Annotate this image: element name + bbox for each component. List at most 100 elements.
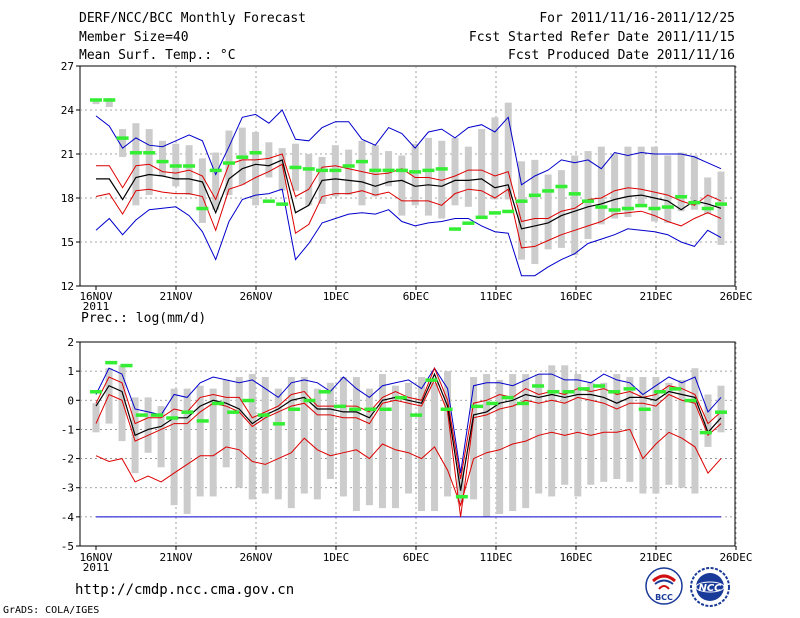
precip-ensemble-box [339, 376, 347, 497]
precip-ytick-label: -5 [61, 540, 74, 553]
temp-ensemble-box [464, 146, 472, 207]
temp-ensemble-box [504, 102, 512, 200]
temp-observed-mark [542, 189, 555, 193]
precip-observed-mark [532, 384, 545, 388]
precip-median-line [95, 372, 722, 491]
temp-observed-mark [701, 206, 714, 211]
temp-ytick-label: 21 [61, 148, 74, 161]
precip-ensemble-box [352, 376, 360, 512]
precip-ensemble-box [274, 388, 282, 500]
precip-observed-mark [516, 401, 529, 406]
precip-ensemble-box [470, 376, 478, 500]
precip-ensemble-box [418, 376, 426, 512]
precip-ensemble-box [665, 382, 673, 485]
precip-ensemble-box [144, 397, 152, 453]
temp-ensemble-box [132, 123, 140, 206]
temp-observed-mark [329, 168, 342, 173]
precip-ensemble-box [691, 368, 699, 494]
precip-xtick-label: 21DEC [639, 551, 672, 564]
temp-ensemble-box [478, 129, 486, 219]
temp-observed-mark [222, 161, 235, 165]
precip-observed-mark [455, 494, 468, 499]
precip-observed-mark [486, 401, 499, 406]
source-url[interactable]: http://cmdp.ncc.cma.gov.cn [75, 582, 295, 598]
temp-ensemble-box [305, 154, 313, 206]
precip-observed-mark [410, 413, 423, 417]
precip-min-line [95, 428, 722, 507]
temp-ensemble-box [557, 170, 565, 248]
precip-ensemble-box [535, 374, 543, 494]
grads-credit: GrADS: COLA/IGES [3, 605, 100, 616]
precip-ensemble-box [209, 388, 217, 497]
precip-xtick-label: 16NOV [79, 551, 112, 564]
precip-plot-frame [79, 341, 736, 547]
temp-ensemble-box [345, 149, 353, 196]
precip-ytick-label: 2 [67, 336, 74, 349]
precip-ensemble-box [457, 467, 465, 503]
temperature-variable-label: Mean Surf. Temp.: °C [79, 48, 236, 63]
temp-ensemble-box [571, 155, 579, 256]
precip-observed-mark [562, 390, 575, 394]
temp-observed-mark [236, 155, 249, 159]
temp-observed-mark [355, 159, 368, 164]
precip-ensemble-box [548, 365, 556, 497]
precip-xtick-label: 6DEC [403, 551, 430, 564]
precip-observed-mark [715, 410, 727, 414]
temp-observed-mark [608, 208, 621, 212]
temp-ytick-label: 12 [61, 280, 74, 293]
precip-observed-mark [227, 410, 240, 414]
precip-ensemble-box [92, 403, 100, 433]
precip-xtick-label: 11DEC [479, 551, 512, 564]
temp-ensemble-box [105, 98, 113, 108]
temp-xtick-label: 21NOV [159, 290, 192, 303]
temp-xtick-label: 16DEC [559, 290, 592, 303]
precip-observed-mark [257, 413, 270, 417]
temp-lower-line [95, 163, 722, 249]
precip-ensemble-box [287, 376, 295, 509]
temp-observed-mark [103, 98, 116, 102]
precip-observed-mark [135, 413, 148, 417]
precip-observed-mark [684, 398, 697, 403]
precip-ytick-label: -3 [61, 482, 74, 495]
temp-ensemble-box [677, 152, 685, 212]
temp-observed-mark [661, 205, 674, 209]
precip-observed-mark [379, 407, 392, 412]
temp-min-line [95, 188, 722, 277]
precip-xtick-label: 1DEC [323, 551, 350, 564]
precip-variable-label: Prec.: log(mm/d) [81, 311, 207, 326]
precip-ensemble-box [405, 382, 412, 494]
temp-ensemble-box [212, 152, 220, 210]
precip-xtick-label: 21NOV [159, 551, 192, 564]
temp-xtick-year: 2011 [83, 300, 110, 313]
precip-lower-line [95, 378, 722, 517]
precip-ensemble-box [587, 382, 595, 485]
chart-title: DERF/NCC/BCC Monthly Forecast [79, 11, 306, 26]
precip-observed-mark [425, 378, 438, 382]
temp-ensemble-box [398, 155, 406, 216]
precip-observed-mark [288, 407, 301, 412]
temp-observed-mark [635, 203, 648, 208]
precip-ensemble-box [170, 388, 178, 506]
temp-ensemble-box [92, 101, 100, 105]
precip-ensemble-box [326, 382, 334, 479]
temp-observed-mark [276, 202, 289, 206]
temp-ensemble-box [690, 155, 698, 210]
forecast-period-label: For 2011/11/16-2011/12/25 [539, 11, 735, 26]
temp-observed-mark [209, 168, 222, 173]
temp-observed-mark [515, 199, 528, 203]
temp-ensemble-box [158, 140, 166, 176]
precip-xtick-label: 26NOV [239, 551, 272, 564]
precip-ensemble-box [300, 376, 308, 494]
temp-ensemble-box [278, 148, 286, 191]
precip-ensemble-box [444, 371, 452, 497]
precip-observed-mark [105, 360, 118, 365]
precip-observed-mark [593, 384, 606, 388]
temp-observed-mark [555, 184, 568, 189]
precip-xtick-label: 16DEC [559, 551, 592, 564]
refer-date-label: Fcst Started Refer Date 2011/11/15 [468, 30, 735, 45]
precip-ytick-label: -2 [61, 453, 74, 466]
precip-observed-mark [181, 410, 194, 414]
ncc-logo: NCC [690, 567, 730, 607]
temp-ytick-label: 18 [61, 192, 74, 205]
